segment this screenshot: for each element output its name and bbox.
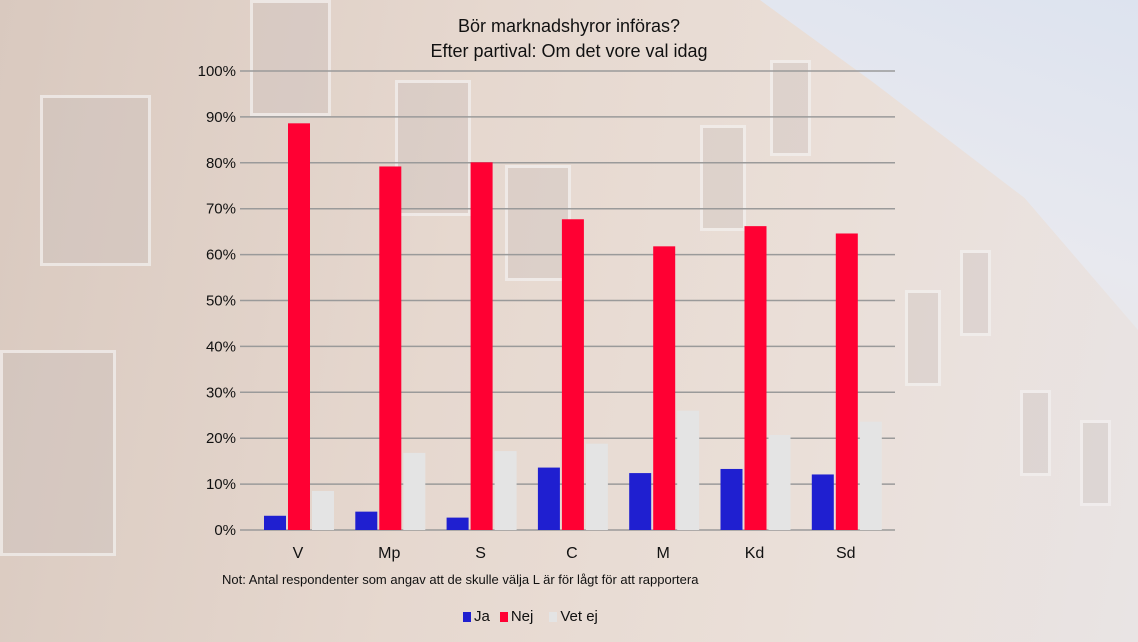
legend-swatch — [549, 611, 558, 622]
bar-ja-v — [264, 515, 286, 530]
y-tick-label: 60% — [206, 247, 236, 264]
chart-subtitle: Efter partival: Om det vore val idag — [430, 41, 708, 61]
y-tick-label: 0% — [214, 522, 236, 539]
legend-item-nej: Nej — [499, 608, 534, 625]
y-tick-label: 10% — [206, 476, 236, 493]
bar-vet-ej-kd — [768, 434, 791, 530]
x-tick-label: S — [475, 545, 486, 562]
bar-ja-kd — [720, 468, 743, 530]
bar-vet-ej-s — [494, 451, 517, 530]
bar-ja-c — [537, 467, 560, 530]
y-tick-label: 40% — [206, 338, 236, 355]
legend-label: Nej — [510, 608, 534, 625]
x-tick-label: M — [657, 545, 670, 562]
x-tick-label: Mp — [378, 545, 400, 562]
legend-label: Vet ej — [560, 608, 598, 625]
bar-nej-v — [288, 123, 310, 531]
bar-nej-sd — [835, 233, 858, 530]
legend: Ja Nej Vet ej — [463, 608, 598, 625]
x-tick-label: C — [566, 545, 578, 562]
chart-title: Bör marknadshyror införas? — [457, 16, 681, 36]
y-tick-label: 100% — [198, 63, 236, 80]
x-tick-label: Kd — [745, 545, 765, 562]
x-tick-label: V — [293, 545, 304, 562]
bar-vet-ej-m — [677, 410, 700, 530]
bar-vet-ej-c — [585, 443, 608, 530]
legend-item-ja: Ja — [463, 608, 490, 625]
chart-note: Not: Antal respondenter som angav att de… — [222, 572, 699, 587]
y-tick-label: 30% — [206, 384, 236, 401]
bar-nej-m — [653, 246, 676, 530]
bar-ja-sd — [811, 474, 834, 530]
bar-vet-ej-v — [312, 490, 334, 530]
y-tick-label: 70% — [206, 201, 236, 218]
legend-label: Ja — [474, 608, 490, 625]
y-tick-label: 50% — [206, 293, 236, 310]
bar-vet-ej-sd — [859, 421, 882, 530]
y-tick-label: 90% — [206, 109, 236, 126]
bar-ja-mp — [355, 511, 378, 530]
bar-ja-s — [446, 517, 469, 530]
legend-item-vet-ej: Vet ej — [549, 608, 598, 625]
bar-nej-mp — [379, 166, 402, 531]
bar-vet-ej-mp — [403, 452, 426, 530]
x-tick-label: Sd — [836, 545, 856, 562]
bar-nej-c — [561, 219, 584, 530]
bar-nej-s — [470, 162, 493, 530]
y-tick-label: 20% — [206, 430, 236, 447]
y-tick-label: 80% — [206, 155, 236, 172]
bar-ja-m — [629, 473, 652, 530]
legend-swatch — [499, 611, 508, 622]
legend-swatch — [463, 611, 471, 622]
chart-title-block: Bör marknadshyror införas? Efter partiva… — [0, 14, 1138, 64]
bar-nej-kd — [744, 226, 767, 530]
